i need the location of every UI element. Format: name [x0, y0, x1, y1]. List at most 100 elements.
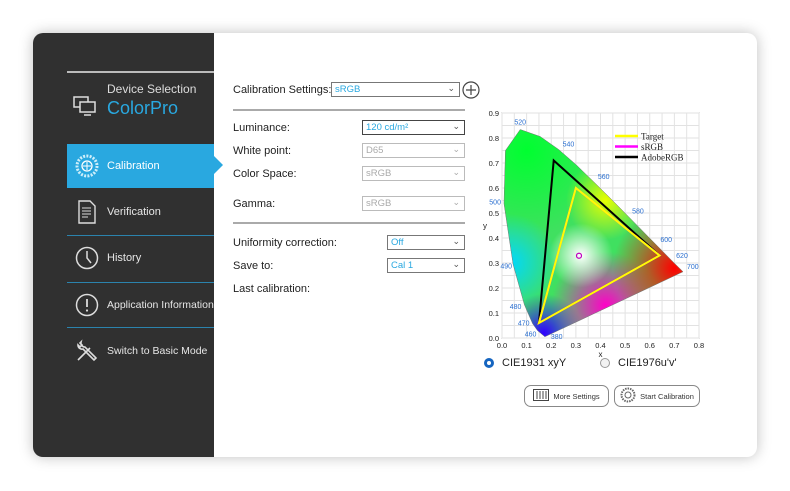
- white-point-label: White point:: [233, 145, 292, 157]
- y-tick-label: 0.3: [489, 259, 499, 268]
- wavelength-label: 700: [687, 264, 699, 271]
- divider: [67, 235, 214, 236]
- add-icon[interactable]: [462, 81, 480, 104]
- x-tick-label: 0.5: [620, 341, 630, 350]
- wavelength-label: 620: [676, 253, 688, 260]
- save-to-select[interactable]: Cal 1 ⌄: [387, 258, 465, 273]
- radio-cie1931[interactable]: CIE1931 xyY: [484, 357, 566, 369]
- sidebar-item-switch-to-basic-mode[interactable]: Switch to Basic Mode: [67, 329, 214, 373]
- calibration-icon: [620, 387, 636, 405]
- color-space-select[interactable]: sRGB ⌄: [362, 166, 465, 181]
- device-selection-label[interactable]: Device Selection: [107, 82, 197, 96]
- calibration-settings-select[interactable]: sRGB ⌄: [331, 82, 460, 97]
- select-value: sRGB: [366, 198, 392, 209]
- x-tick-label: 0.0: [497, 341, 507, 350]
- chevron-down-icon: ⌄: [447, 83, 455, 93]
- color-space-label: Color Space:: [233, 168, 297, 180]
- y-axis-label: y: [483, 222, 487, 231]
- select-value: sRGB: [366, 168, 392, 179]
- radio-label: CIE1976u'v': [618, 357, 677, 369]
- x-tick-label: 0.8: [694, 341, 704, 350]
- x-tick-label: 0.1: [521, 341, 531, 350]
- radio-cie1976[interactable]: CIE1976u'v': [600, 357, 677, 369]
- chevron-down-icon: ⌄: [452, 167, 460, 177]
- select-value: Off: [391, 237, 404, 248]
- wavelength-label: 480: [510, 304, 522, 311]
- y-tick-label: 0.7: [489, 159, 499, 168]
- sidebar-item-label: Verification: [107, 206, 161, 218]
- monitors-icon: [73, 95, 97, 122]
- wavelength-label: 460: [525, 332, 537, 339]
- calibration-icon: [67, 154, 107, 178]
- radio-label: CIE1931 xyY: [502, 357, 567, 369]
- uniformity-correction-select[interactable]: Off ⌄: [387, 235, 465, 250]
- device-name[interactable]: ColorPro: [107, 98, 179, 118]
- wavelength-label: 470: [518, 321, 530, 328]
- legend-label: Target: [641, 132, 664, 142]
- wavelength-label: 600: [660, 237, 672, 244]
- legend-label: sRGB: [641, 142, 663, 152]
- sidebar-item-label: Switch to Basic Mode: [107, 345, 208, 357]
- gamma-select[interactable]: sRGB ⌄: [362, 196, 465, 211]
- cie-chromaticity-chart: 0.0 0.1 0.2 0.3 0.4 0.5 0.6 0.7 0.8 0.0 0.1 0.2 0.3 0…: [483, 109, 704, 358]
- sidebar-item-verification[interactable]: Verification: [67, 190, 214, 234]
- luminance-select[interactable]: 120 cd/m² ⌄: [362, 120, 465, 135]
- wavelength-label: 520: [514, 120, 526, 127]
- legend-label: AdobeRGB: [641, 153, 684, 163]
- active-indicator: [214, 156, 223, 174]
- divider: [233, 222, 465, 224]
- y-tick-label: 0.2: [489, 284, 499, 293]
- info-icon: [67, 293, 107, 317]
- wavelength-label: 490: [500, 263, 512, 270]
- select-value: sRGB: [335, 84, 361, 95]
- x-tick-label: 0.7: [669, 341, 679, 350]
- series-target-triangle: [537, 186, 662, 326]
- sidebar: Device Selection ColorPro Calibration Ve…: [33, 33, 214, 457]
- start-calibration-button[interactable]: Start Calibration: [614, 385, 700, 407]
- sliders-icon: [533, 389, 550, 403]
- y-tick-label: 0.0: [489, 334, 499, 343]
- divider: [67, 327, 214, 328]
- white-point-marker: [575, 252, 583, 259]
- button-label: More Settings: [553, 391, 600, 401]
- chevron-down-icon: ⌄: [452, 144, 460, 154]
- x-tick-label: 0.3: [571, 341, 581, 350]
- select-value: Cal 1: [391, 260, 414, 271]
- save-to-label: Save to:: [233, 260, 274, 272]
- sidebar-item-history[interactable]: History: [67, 236, 214, 280]
- clock-icon: [67, 246, 107, 270]
- x-tick-label: 0.2: [546, 341, 556, 350]
- select-value: D65: [366, 145, 384, 156]
- radio-unselected-icon: [600, 358, 610, 368]
- y-tick-label: 0.4: [489, 234, 499, 243]
- select-value: 120 cd/m²: [366, 122, 409, 133]
- y-tick-label: 0.8: [489, 134, 499, 143]
- y-tick-label: 0.6: [489, 184, 499, 193]
- white-point-select[interactable]: D65 ⌄: [362, 143, 465, 158]
- wavelength-label: 560: [598, 174, 610, 181]
- last-calibration-label: Last calibration:: [233, 283, 311, 295]
- x-tick-label: 0.6: [645, 341, 655, 350]
- luminance-label: Luminance:: [233, 122, 290, 134]
- wavelength-label: 540: [563, 142, 575, 149]
- uniformity-correction-label: Uniformity correction:: [233, 237, 337, 249]
- wavelength-label: 500: [489, 200, 501, 207]
- divider: [233, 109, 465, 111]
- sidebar-item-application-information[interactable]: Application Information: [67, 283, 214, 327]
- spectral-locus: [503, 129, 684, 338]
- gamma-label: Gamma:: [233, 198, 276, 210]
- more-settings-button[interactable]: More Settings: [524, 385, 609, 407]
- chevron-down-icon: ⌄: [452, 236, 460, 246]
- wavelength-label: 580: [632, 208, 644, 215]
- wavelength-label: 380: [551, 334, 563, 341]
- chevron-down-icon: ⌄: [452, 259, 460, 269]
- button-label: Start Calibration: [640, 391, 694, 401]
- chevron-down-icon: ⌄: [452, 121, 460, 131]
- divider: [67, 71, 214, 73]
- sidebar-item-label: Application Information: [107, 299, 214, 311]
- y-tick-label: 0.9: [489, 109, 499, 118]
- x-tick-label: 0.4: [595, 341, 605, 350]
- y-tick-label: 0.1: [489, 309, 499, 318]
- tools-icon: [67, 339, 107, 363]
- sidebar-item-calibration[interactable]: Calibration: [67, 144, 214, 188]
